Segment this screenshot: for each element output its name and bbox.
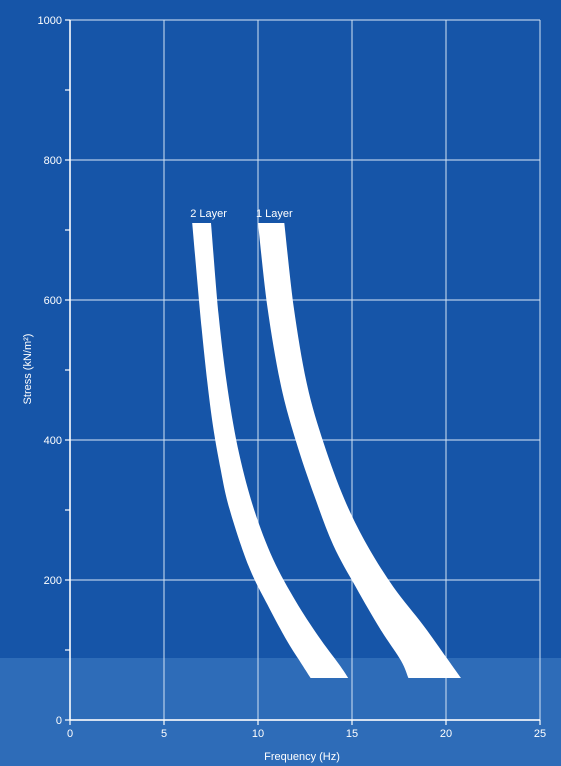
band-two-layer (192, 223, 349, 678)
bottom-band (0, 658, 561, 766)
y-tick-label: 800 (44, 155, 62, 167)
y-tick-label: 1000 (38, 15, 62, 27)
x-tick-label: 20 (440, 728, 452, 740)
labels: 2 Layer 1 Layer (190, 208, 293, 220)
y-tick-label: 400 (44, 435, 62, 447)
y-tick-label: 600 (44, 295, 62, 307)
y-tick-label: 200 (44, 575, 62, 587)
x-axis-title: Frequency (Hz) (264, 751, 340, 763)
axes: 0 5 10 15 20 25 0 200 400 600 800 1000 (38, 15, 547, 740)
grid (69, 19, 541, 721)
series-label: 2 Layer (190, 208, 227, 220)
x-tick-label: 25 (534, 728, 546, 740)
y-axis-title: Stress (kN/m²) (22, 334, 34, 405)
y-tick-label: 0 (56, 715, 62, 727)
band-one-layer (258, 223, 461, 678)
plot-bands (192, 223, 461, 678)
x-tick-label: 10 (252, 728, 264, 740)
x-tick-label: 15 (346, 728, 358, 740)
series-label: 1 Layer (256, 208, 293, 220)
x-tick-label: 0 (67, 728, 73, 740)
x-tick-label: 5 (161, 728, 167, 740)
